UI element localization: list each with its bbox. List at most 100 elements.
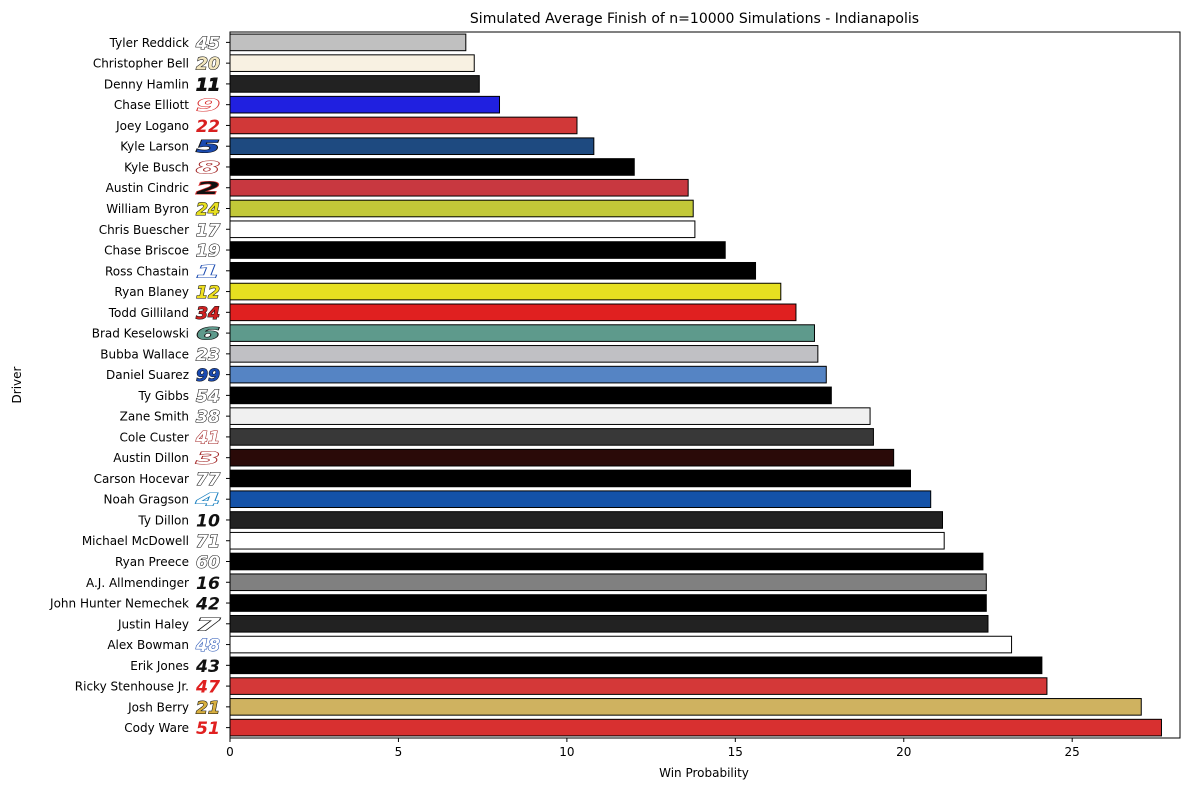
y-tick-label-daniel-suarez: Daniel Suarez (106, 368, 189, 382)
bar-daniel-suarez (229, 365, 827, 384)
chart-title: Simulated Average Finish of n=10000 Simu… (470, 11, 919, 27)
bars-group (229, 33, 1162, 737)
car-number-badge-17: 17 (196, 221, 220, 241)
y-tick-label-john-hunter-nemechek: John Hunter Nemechek (49, 597, 189, 611)
bar-cole-custer (229, 428, 874, 446)
x-tick-label-20: 20 (896, 745, 911, 759)
bar-zane-smith (229, 407, 871, 425)
bar-austin-dillon (229, 448, 895, 467)
bar-ryan-preece (229, 552, 984, 571)
y-tick-label-chase-elliott: Chase Elliott (114, 98, 189, 112)
car-number-badge-4: 4 (194, 491, 220, 511)
car-number-badge-43: 43 (195, 657, 220, 677)
y-tick-label-zane-smith: Zane Smith (120, 410, 189, 424)
y-tick-label-ross-chastain: Ross Chastain (105, 264, 189, 278)
y-tick-label-kyle-busch: Kyle Busch (124, 160, 189, 174)
car-number-badge-22: 22 (196, 117, 220, 137)
bar-cody-ware (229, 718, 1162, 737)
y-tick-label-noah-gragson: Noah Gragson (104, 493, 190, 507)
car-number-badge-3: 3 (196, 449, 220, 469)
car-number-badge-5: 5 (196, 138, 220, 158)
x-tick-label-5: 5 (395, 745, 403, 759)
y-tick-label-carson-hocevar: Carson Hocevar (94, 472, 189, 486)
bar-denny-hamlin (229, 75, 480, 93)
y-tick-label-ryan-blaney: Ryan Blaney (114, 285, 189, 299)
plot-frame (229, 31, 1181, 739)
car-number-badge-6: 6 (196, 325, 220, 345)
car-number-badge-51: 51 (196, 719, 220, 739)
car-number-badge-34: 34 (196, 304, 220, 324)
bar-michael-mcdowell (229, 531, 945, 550)
bar-bubba-wallace (229, 345, 819, 363)
bar-ricky-stenhouse-jr (229, 677, 1048, 695)
car-number-badge-77: 77 (196, 470, 220, 490)
x-tick-label-25: 25 (1065, 745, 1080, 759)
y-tick-label-justin-haley: Justin Haley (117, 617, 189, 631)
car-number-badge-41: 41 (195, 428, 220, 448)
y-tick-label-erik-jones: Erik Jones (130, 659, 189, 673)
car-number-badge-11: 11 (196, 75, 220, 95)
car-number-badge-23: 23 (196, 345, 220, 365)
bar-a-j-allmendinger (229, 573, 987, 592)
car-number-badge-1: 1 (196, 262, 220, 282)
bar-ty-gibbs (229, 386, 832, 405)
car-number-badge-38: 38 (196, 408, 220, 428)
y-tick-label-brad-keselowski: Brad Keselowski (92, 327, 189, 341)
y-tick-label-christopher-bell: Christopher Bell (93, 57, 189, 71)
bar-ryan-blaney (229, 282, 782, 301)
bar-ty-dillon (229, 511, 943, 529)
y-tick-label-cody-ware: Cody Ware (124, 721, 189, 735)
car-number-badge-21: 21 (196, 698, 220, 718)
bar-william-byron (229, 199, 694, 218)
car-number-badge-99: 99 (196, 366, 220, 386)
bar-noah-gragson (229, 490, 932, 509)
car-number-badge-12: 12 (196, 283, 220, 303)
car-number-badge-54: 54 (196, 387, 220, 407)
car-number-badge-24: 24 (196, 200, 220, 220)
y-tick-label-ty-dillon: Ty Dillon (137, 513, 189, 527)
bar-erik-jones (229, 656, 1043, 675)
bar-austin-cindric (229, 178, 689, 197)
y-tick-label-ty-gibbs: Ty Gibbs (138, 389, 190, 403)
bar-todd-gilliland (229, 303, 797, 322)
x-tick-label-10: 10 (559, 745, 574, 759)
bar-ross-chastain (229, 261, 757, 280)
car-number-badge-19: 19 (196, 242, 220, 262)
y-tick-label-a-j-allmendinger: A.J. Allmendinger (86, 576, 189, 590)
y-tick-labels: Tyler Reddick Christopher Bell Denny Hamli… (49, 36, 230, 735)
bar-chris-buescher (229, 220, 696, 239)
bar-alex-bowman (229, 635, 1013, 654)
car-number-badge-42: 42 (195, 595, 220, 615)
y-tick-label-josh-berry: Josh Berry (127, 700, 189, 714)
y-tick-label-tyler-reddick: Tyler Reddick (109, 36, 189, 50)
car-number-badge-71: 71 (196, 532, 220, 552)
y-tick-label-todd-gilliland: Todd Gilliland (108, 306, 189, 320)
y-tick-label-ricky-stenhouse-jr: Ricky Stenhouse Jr. (75, 680, 189, 694)
x-tick-label-0: 0 (226, 745, 234, 759)
bar-john-hunter-nemechek (229, 594, 987, 612)
y-tick-label-william-byron: William Byron (106, 202, 189, 216)
car-number-badge-7: 7 (196, 615, 220, 635)
y-tick-label-alex-bowman: Alex Bowman (107, 638, 189, 652)
y-tick-label-kyle-larson: Kyle Larson (120, 140, 189, 154)
car-number-badge-16: 16 (196, 574, 220, 594)
car-number-badge-8: 8 (196, 158, 220, 178)
car-number-badges: 4520119225822417191123462399543841377410… (193, 33, 220, 739)
x-tick-label-15: 15 (728, 745, 743, 759)
x-tick-labels: 0 5 10 15 20 25 (226, 738, 1080, 759)
bar-brad-keselowski (229, 324, 815, 342)
car-number-badge-2: 2 (196, 179, 220, 199)
car-number-badge-47: 47 (195, 678, 220, 698)
y-tick-label-austin-cindric: Austin Cindric (106, 181, 189, 195)
y-tick-label-bubba-wallace: Bubba Wallace (100, 347, 189, 361)
y-tick-label-denny-hamlin: Denny Hamlin (104, 77, 189, 91)
bar-christopher-bell (229, 54, 475, 72)
bar-kyle-busch (229, 158, 635, 176)
car-number-badge-60: 60 (196, 553, 220, 573)
bar-chase-briscoe (229, 241, 726, 259)
car-number-badge-10: 10 (196, 511, 220, 531)
y-tick-label-chase-briscoe: Chase Briscoe (104, 244, 189, 258)
car-number-badge-45: 45 (195, 34, 220, 54)
y-tick-label-austin-dillon: Austin Dillon (113, 451, 189, 465)
